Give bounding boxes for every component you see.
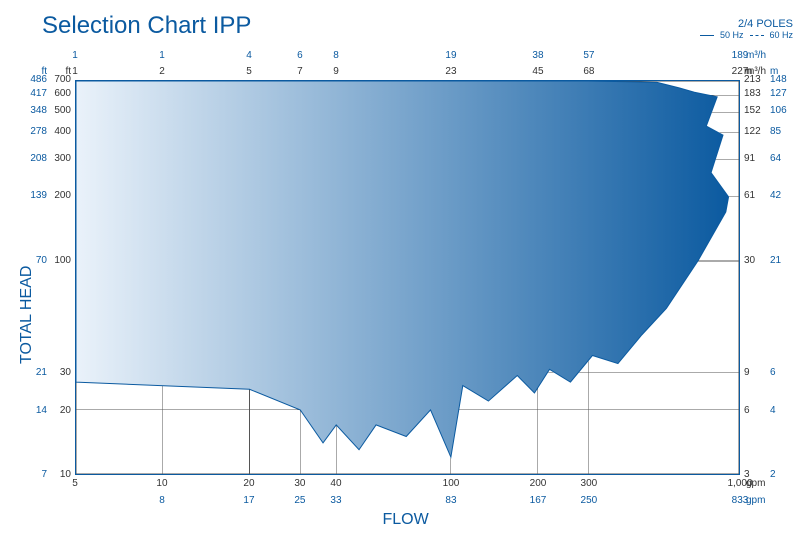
y-tick-m-outer: 21 [770,255,781,266]
x-tick-m3h-inner: 45 [532,66,543,77]
plot-svg [76,81,739,474]
x-tick-m3h-inner: 2 [159,66,165,77]
y-tick-m-inner: 61 [744,190,755,201]
y-tick-m-outer: 106 [770,105,787,116]
legend-title: 2/4 POLES [700,18,793,30]
x-tick-m3h-outer: 1 [72,50,78,61]
x-tick-gpm-outer: 167 [530,495,547,506]
envelope-region [76,81,729,457]
x-tick-m3h-outer: 1 [159,50,165,61]
x-tick-gpm-outer: 17 [243,495,254,506]
y-tick-ft-outer: 278 [30,126,47,137]
x-tick-m3h-outer: 38 [532,50,543,61]
y-tick-ft-outer: 139 [30,190,47,201]
x-tick-gpm-inner: 300 [581,478,598,489]
x-tick-gpm-outer: 8 [159,495,165,506]
y-tick-ft-inner: 100 [54,255,71,266]
x-tick-m3h-inner: 5 [246,66,252,77]
x-tick-m3h-outer: 57 [583,50,594,61]
x-tick-gpm-inner: 5 [72,478,78,489]
legend-swatch-60hz [750,35,764,36]
x-tick-gpm-inner: 40 [330,478,341,489]
y-tick-ft-outer: 417 [30,88,47,99]
y-tick-m-outer: 2 [770,469,776,480]
x-tick-m3h-inner: 23 [445,66,456,77]
y-tick-m-outer: 6 [770,367,776,378]
y-tick-m-inner: 9 [744,367,750,378]
legend-swatch-50hz [700,35,714,36]
y-tick-m-outer: 127 [770,88,787,99]
x-tick-m3h-outer: 19 [445,50,456,61]
y-tick-ft-inner: 10 [60,469,71,480]
y-unit-ft-outer: ft [41,66,47,77]
x-tick-m3h-inner: 68 [583,66,594,77]
y-tick-m-outer: 64 [770,153,781,164]
y-tick-ft-outer: 21 [36,367,47,378]
chart-title: Selection Chart IPP [42,12,251,40]
y-tick-m-inner: 30 [744,255,755,266]
y-tick-ft-inner: 30 [60,367,71,378]
y-tick-ft-inner: 400 [54,126,71,137]
y-tick-ft-inner: 200 [54,190,71,201]
y-tick-m-inner: 183 [744,88,761,99]
y-tick-m-inner: 6 [744,405,750,416]
x-tick-gpm-outer: 25 [294,495,305,506]
y-unit-m-outer: m [770,66,778,77]
x-tick-gpm-outer: 33 [330,495,341,506]
x-unit-gpm-outer: gpm [746,495,765,506]
y-tick-m-inner: 91 [744,153,755,164]
y-unit-m-inner: m [744,66,752,77]
legend-label-50hz: 50 Hz [720,30,744,40]
legend-label-60hz: 60 Hz [770,30,794,40]
x-tick-gpm-outer: 250 [581,495,598,506]
x-tick-m3h-outer: 8 [333,50,339,61]
y-tick-m-inner: 3 [744,469,750,480]
x-tick-gpm-inner: 10 [156,478,167,489]
y-tick-m-outer: 42 [770,190,781,201]
legend-row-0: 50 Hz 60 Hz [700,30,793,40]
y-tick-ft-outer: 70 [36,255,47,266]
x-unit-m3h-outer: m³/h [746,50,766,61]
x-tick-m3h-outer: 4 [246,50,252,61]
x-tick-gpm-inner: 200 [530,478,547,489]
x-axis-label: FLOW [383,511,429,529]
y-tick-ft-outer: 348 [30,105,47,116]
x-tick-gpm-inner: 20 [243,478,254,489]
y-tick-ft-outer: 208 [30,153,47,164]
y-tick-ft-inner: 500 [54,105,71,116]
legend: 2/4 POLES 50 Hz 60 Hz [700,18,793,40]
y-tick-ft-inner: 300 [54,153,71,164]
y-tick-m-inner: 152 [744,105,761,116]
x-tick-m3h-inner: 1 [72,66,78,77]
y-tick-ft-outer: 14 [36,405,47,416]
x-tick-m3h-inner: 9 [333,66,339,77]
y-tick-m-outer: 4 [770,405,776,416]
y-tick-ft-inner: 600 [54,88,71,99]
x-tick-gpm-inner: 30 [294,478,305,489]
y-tick-m-outer: 85 [770,126,781,137]
x-tick-m3h-inner: 7 [297,66,303,77]
y-axis-label: TOTAL HEAD [18,266,36,364]
y-tick-m-inner: 122 [744,126,761,137]
y-unit-ft-inner: ft [65,66,71,77]
plot-area [75,80,740,475]
x-tick-gpm-outer: 83 [445,495,456,506]
x-tick-m3h-outer: 6 [297,50,303,61]
x-tick-gpm-inner: 100 [443,478,460,489]
y-tick-ft-outer: 7 [41,469,47,480]
y-tick-ft-inner: 20 [60,405,71,416]
